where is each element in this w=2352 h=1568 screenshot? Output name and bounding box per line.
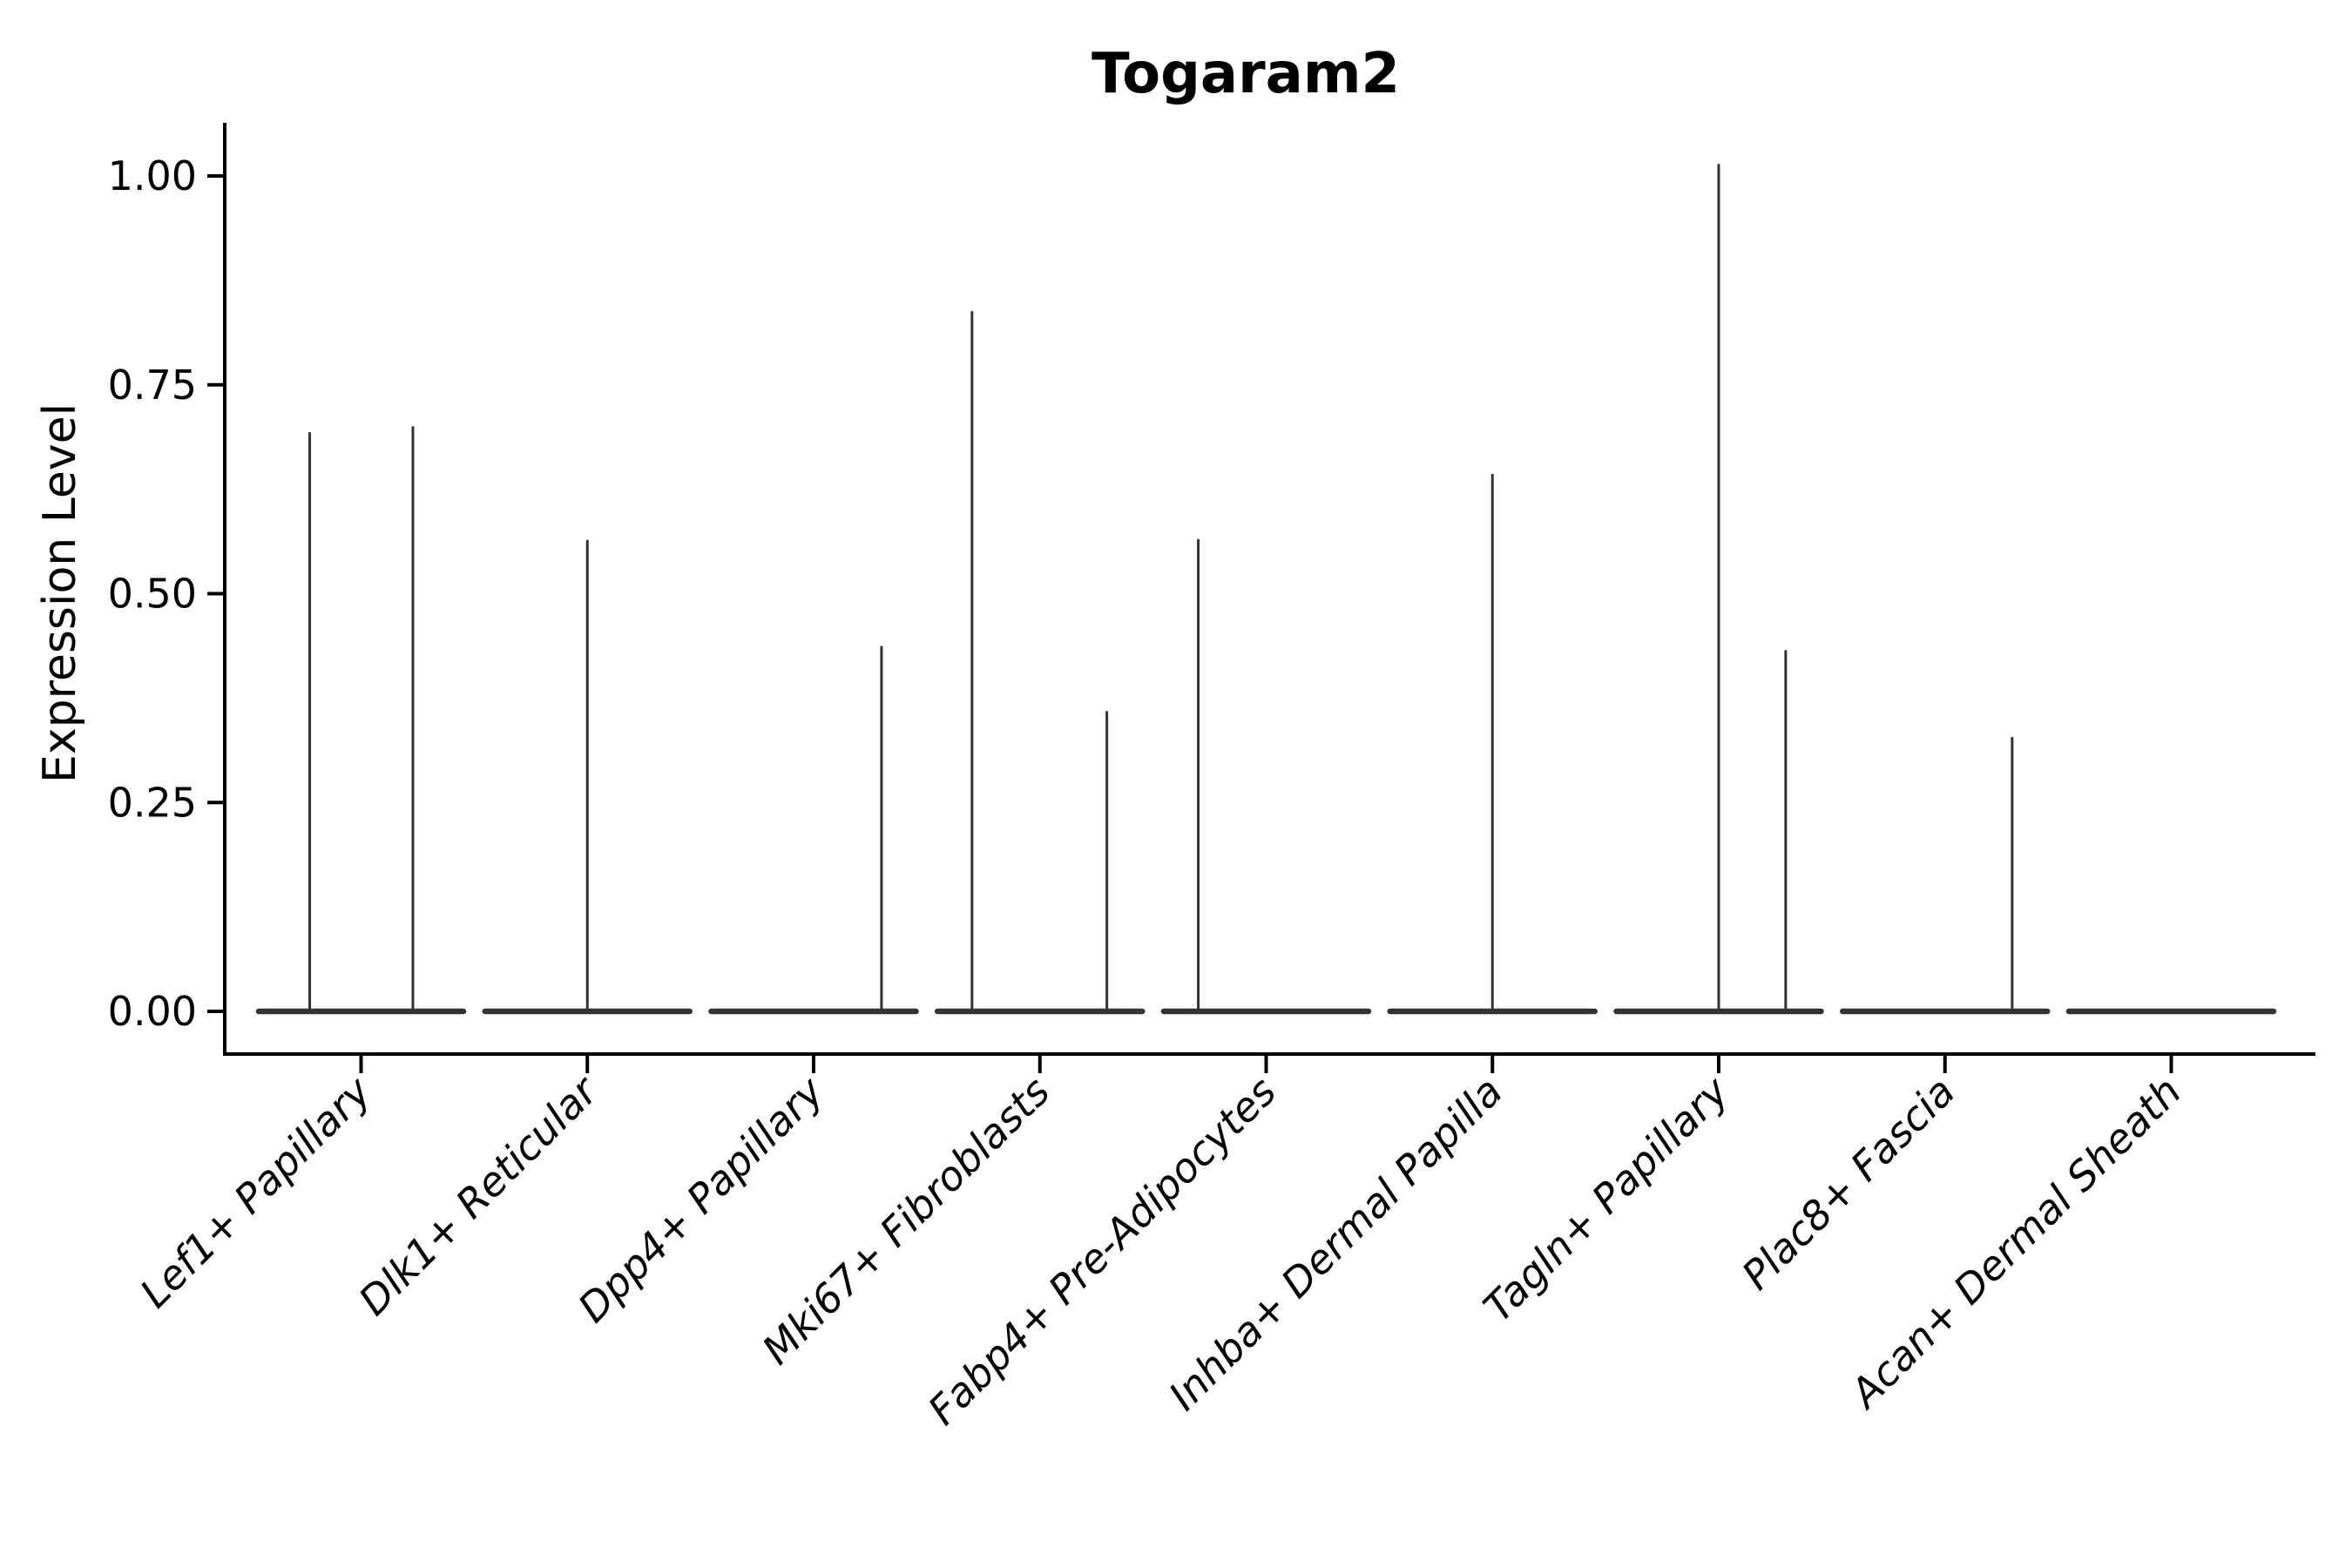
y-tick-label: 1.00 <box>108 152 197 199</box>
x-tick-label: Dlk1+ Reticular <box>349 1065 608 1324</box>
violin-plac8-fascia <box>1839 736 2051 1015</box>
y-tick-label: 0.00 <box>108 988 197 1035</box>
x-tick-label: Plac8+ Fascia <box>1733 1068 1963 1299</box>
x-tick-label: Lef1+ Papillary <box>131 1067 380 1316</box>
y-tick-label: 0.50 <box>108 571 197 618</box>
violin-dlk1-reticular <box>482 539 693 1015</box>
y-axis-label: Expression Level <box>34 403 86 783</box>
x-tick-label: Tagln+ Papillary <box>1474 1067 1738 1331</box>
x-tick-label: Dpp4+ Papillary <box>569 1067 833 1331</box>
violin-mki67-fibroblasts <box>934 310 1146 1015</box>
y-tick-label: 0.75 <box>108 362 197 409</box>
violin-fabp4-pre-adipocytes <box>1160 538 1372 1015</box>
violin-lef1-papillary <box>255 426 467 1015</box>
chart-title: Togaram2 <box>1092 42 1400 106</box>
y-tick-label: 0.25 <box>108 779 197 826</box>
y-axis: 0.00 0.25 0.50 0.75 1.00 <box>108 152 225 1035</box>
violins-group <box>255 164 2277 1015</box>
axis-spines <box>223 123 2315 1056</box>
violin-dpp4-papillary <box>708 645 919 1015</box>
violin-tagln-papillary <box>1613 164 1824 1015</box>
violin-inhba-dermal-papilla <box>1387 473 1598 1015</box>
